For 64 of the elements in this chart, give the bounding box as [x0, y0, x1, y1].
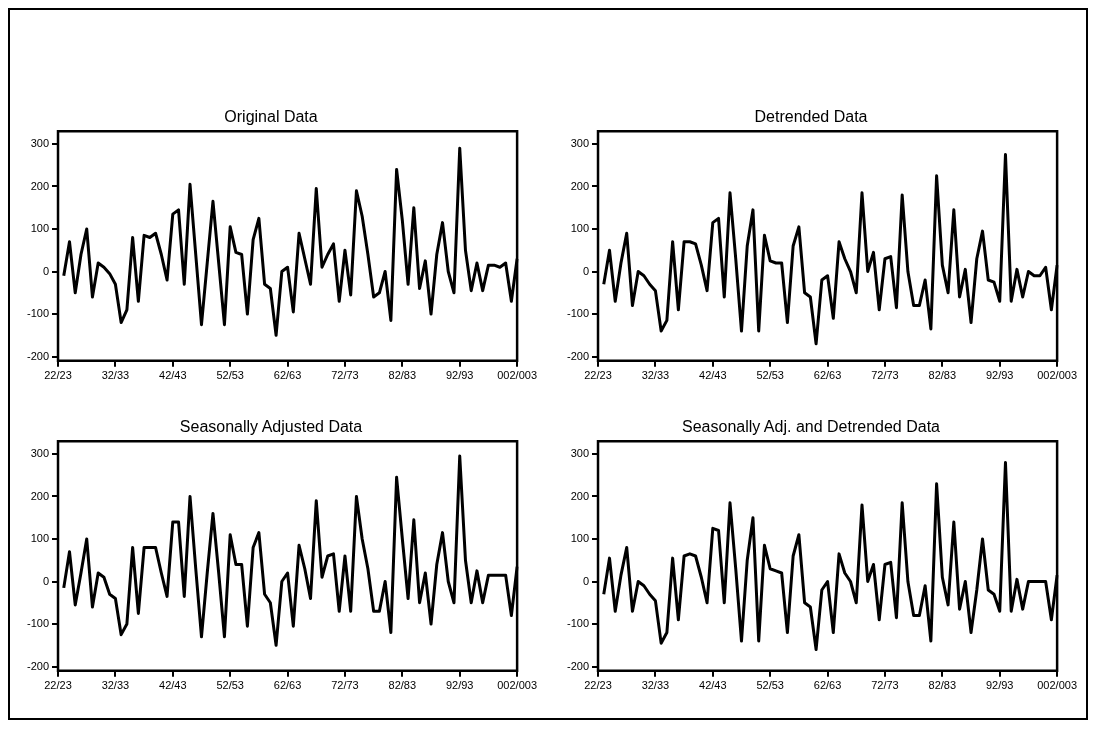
x-tick-label: 82/83: [928, 369, 957, 382]
x-tick-label: 22/23: [584, 679, 612, 692]
y-tick-label: 200: [570, 179, 590, 192]
x-tick-label: 92/93: [445, 679, 474, 692]
chart-title: Seasonally Adjusted Data: [179, 418, 363, 436]
x-tick-label: 62/63: [273, 369, 302, 382]
chart-title: Detrended Data: [754, 108, 868, 126]
chart-title: Original Data: [224, 108, 318, 126]
x-tick-label: 42/43: [699, 679, 727, 692]
y-tick-label: -100: [26, 307, 50, 320]
y-tick-label: 300: [30, 446, 50, 459]
x-tick-label: 62/63: [273, 679, 302, 692]
x-tick-label: 42/43: [159, 369, 187, 382]
y-tick-label: -100: [566, 307, 590, 320]
x-tick-label: 92/93: [985, 369, 1014, 382]
x-tick-label: 32/33: [101, 369, 130, 382]
x-tick-label: 52/53: [216, 369, 244, 382]
x-tick-label: 42/43: [699, 369, 727, 382]
y-tick-label: -200: [566, 659, 590, 672]
chart-title: Seasonally Adj. and Detrended Data: [682, 418, 941, 436]
x-tick-label: 52/53: [216, 679, 244, 692]
y-tick-label: -100: [566, 617, 590, 630]
x-tick-label: 32/33: [101, 679, 130, 692]
x-tick-label: 002/003: [1037, 369, 1077, 382]
x-tick-label: 72/73: [871, 679, 899, 692]
x-tick-label: 82/83: [928, 679, 957, 692]
x-tick-label: 82/83: [388, 369, 417, 382]
y-tick-label: 300: [570, 446, 590, 459]
x-tick-label: 002/003: [1037, 679, 1077, 692]
y-tick-label: 200: [30, 179, 50, 192]
x-tick-label: 92/93: [445, 369, 474, 382]
y-tick-label: 100: [30, 532, 50, 545]
y-tick-label: 0: [582, 574, 590, 587]
y-tick-label: 300: [30, 136, 50, 149]
x-tick-label: 002/003: [497, 369, 537, 382]
y-tick-label: 200: [30, 489, 50, 502]
x-tick-label: 52/53: [756, 369, 784, 382]
y-tick-label: -200: [26, 659, 50, 672]
y-tick-label: 0: [582, 264, 590, 277]
y-tick-label: 300: [570, 136, 590, 149]
y-tick-label: -100: [26, 617, 50, 630]
x-tick-label: 72/73: [871, 369, 899, 382]
x-tick-label: 002/003: [497, 679, 537, 692]
x-tick-label: 22/23: [44, 369, 72, 382]
x-tick-label: 72/73: [331, 679, 359, 692]
x-tick-label: 22/23: [584, 369, 612, 382]
y-tick-label: 100: [30, 222, 50, 235]
x-tick-label: 72/73: [331, 369, 359, 382]
y-tick-label: 200: [570, 489, 590, 502]
y-tick-label: 100: [570, 532, 590, 545]
x-tick-label: 52/53: [756, 679, 784, 692]
y-tick-label: 0: [42, 574, 50, 587]
y-tick-label: 100: [570, 222, 590, 235]
x-tick-label: 22/23: [44, 679, 72, 692]
x-tick-label: 62/63: [813, 369, 842, 382]
x-tick-label: 92/93: [985, 679, 1014, 692]
x-tick-label: 32/33: [641, 369, 670, 382]
x-tick-label: 32/33: [641, 679, 670, 692]
y-tick-label: -200: [566, 349, 590, 362]
y-tick-label: 0: [42, 264, 50, 277]
x-tick-label: 42/43: [159, 679, 187, 692]
x-tick-label: 82/83: [388, 679, 417, 692]
x-tick-label: 62/63: [813, 679, 842, 692]
y-tick-label: -200: [26, 349, 50, 362]
